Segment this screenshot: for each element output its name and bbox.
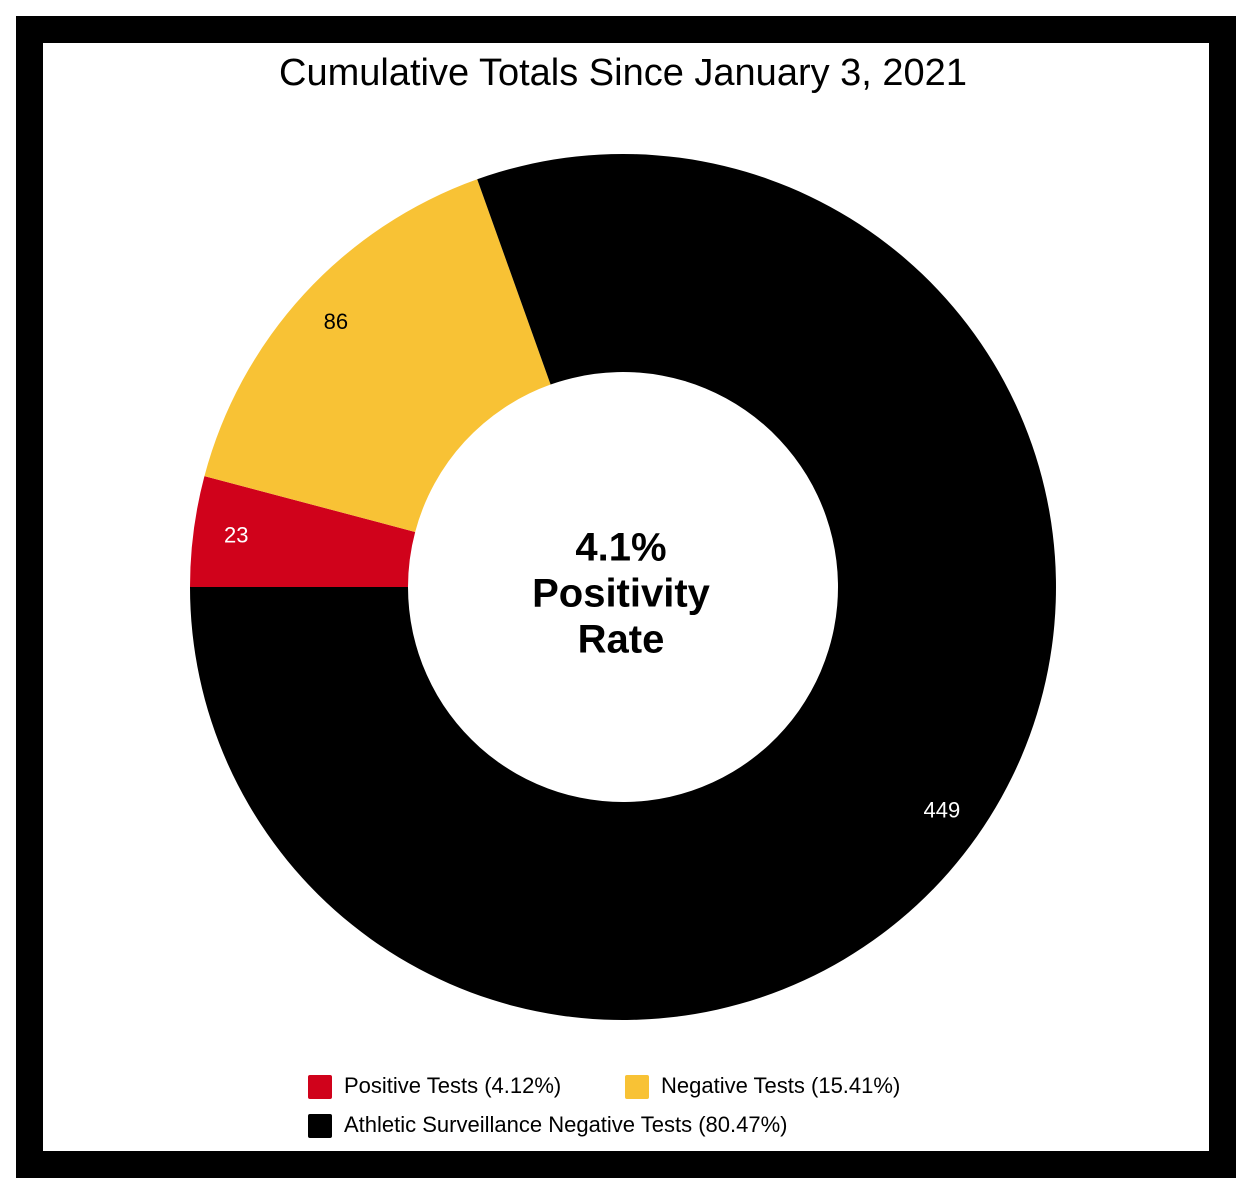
center-label: 4.1% [575, 526, 666, 570]
donut-slice [190, 154, 1056, 1020]
data-label: 86 [324, 309, 348, 334]
center-label: Positivity [532, 572, 711, 616]
donut-slice [190, 476, 416, 587]
legend-label: Athletic Surveillance Negative Tests (80… [344, 1112, 787, 1137]
data-label: 23 [224, 522, 248, 547]
donut-slice [204, 179, 551, 532]
legend-swatch [308, 1075, 332, 1099]
legend-label: Positive Tests (4.12%) [344, 1073, 561, 1098]
center-label: Rate [578, 618, 665, 662]
data-label: 449 [923, 797, 960, 822]
legend-label: Negative Tests (15.41%) [661, 1073, 900, 1098]
chart-title: Cumulative Totals Since January 3, 2021 [279, 52, 967, 94]
legend-swatch [308, 1114, 332, 1138]
legend-swatch [625, 1075, 649, 1099]
